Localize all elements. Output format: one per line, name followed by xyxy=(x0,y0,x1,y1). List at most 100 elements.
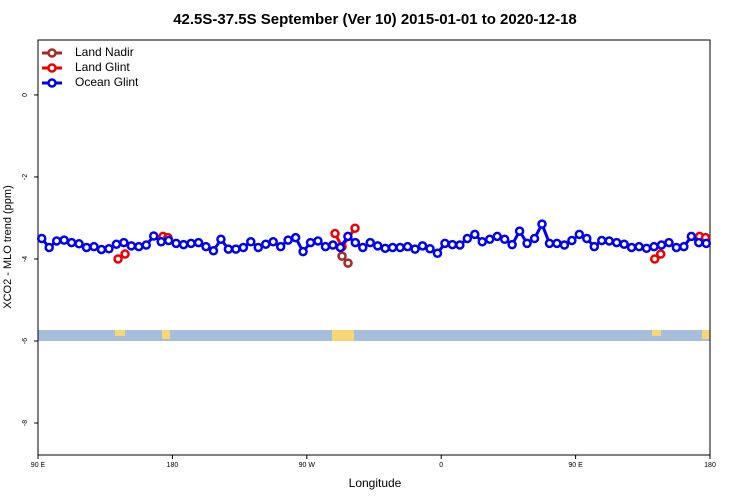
y-axis-label: XCO2 - MLO trend (ppm) xyxy=(2,185,14,308)
data-point xyxy=(104,243,114,254)
data-point xyxy=(492,231,502,242)
data-point xyxy=(567,235,577,246)
data-point xyxy=(66,237,77,248)
data-point xyxy=(330,228,340,239)
legend-marker xyxy=(47,48,57,58)
data-point xyxy=(447,239,458,250)
data-point xyxy=(343,231,353,242)
data-point xyxy=(365,237,376,248)
data-point xyxy=(611,237,622,248)
y-tick-label: -8 xyxy=(22,420,29,426)
data-point xyxy=(238,242,249,253)
data-point xyxy=(350,223,360,233)
data-point xyxy=(201,241,211,252)
data-point xyxy=(544,238,555,249)
data-point xyxy=(499,234,510,245)
data-point xyxy=(507,239,517,250)
data-point xyxy=(320,241,331,252)
data-point xyxy=(686,231,697,242)
data-point xyxy=(462,233,473,244)
land-patch xyxy=(115,330,125,336)
x-tick-label: 90 W xyxy=(299,462,316,469)
y-tick-label: -6 xyxy=(22,338,29,344)
land-mask xyxy=(38,330,710,341)
legend-label: Land Nadir xyxy=(75,45,134,59)
data-point xyxy=(372,241,383,251)
data-point xyxy=(387,242,398,253)
data-point xyxy=(74,239,84,249)
data-point xyxy=(193,237,204,248)
data-point xyxy=(664,237,674,248)
data-point xyxy=(514,226,525,236)
data-point xyxy=(119,237,129,248)
data-point xyxy=(634,241,644,252)
legend-marker xyxy=(47,63,57,73)
data-point xyxy=(89,241,99,252)
data-point xyxy=(358,242,368,253)
data-point xyxy=(231,244,241,254)
data-point xyxy=(283,235,293,245)
data-point xyxy=(596,235,607,246)
data-point xyxy=(208,246,219,256)
data-point xyxy=(171,238,181,249)
legend-label: Land Glint xyxy=(75,60,130,74)
y-tick-label: 0 xyxy=(22,93,29,97)
legend-marker xyxy=(47,78,57,88)
data-point xyxy=(529,233,540,244)
data-point xyxy=(305,237,316,248)
data-point xyxy=(655,249,666,259)
chart-title: 42.5S-37.5S September (Ver 10) 2015-01-0… xyxy=(173,11,577,28)
data-point xyxy=(410,244,420,254)
data-point xyxy=(694,237,704,248)
data-point xyxy=(350,237,361,248)
data-point xyxy=(432,248,443,258)
data-point xyxy=(402,241,413,252)
land-patch xyxy=(162,330,170,339)
data-point xyxy=(559,240,570,250)
data-point xyxy=(380,243,390,254)
x-tick-label: 0 xyxy=(439,462,443,469)
data-point xyxy=(604,236,614,246)
x-tick-label: 180 xyxy=(167,462,179,469)
data-point xyxy=(111,239,122,249)
y-tick-label: -4 xyxy=(22,256,29,262)
data-point xyxy=(440,238,450,249)
data-point xyxy=(328,240,338,250)
data-point xyxy=(134,241,144,252)
data-point xyxy=(641,243,652,254)
data-point xyxy=(36,233,47,244)
data-point xyxy=(290,232,301,243)
ocean-strip xyxy=(38,330,710,341)
data-point xyxy=(148,231,159,241)
data-point xyxy=(425,243,435,254)
data-point xyxy=(589,241,600,252)
data-point xyxy=(246,237,256,247)
data-point xyxy=(298,246,308,257)
plot-frame xyxy=(37,39,711,456)
x-tick-label: 180 xyxy=(704,462,716,469)
data-point xyxy=(253,242,264,253)
data-point xyxy=(417,241,428,251)
data-point xyxy=(484,234,495,245)
data-point xyxy=(671,242,682,253)
data-point xyxy=(574,229,585,240)
land-patch xyxy=(702,330,710,339)
data-point xyxy=(455,240,465,250)
land-patch xyxy=(652,330,661,336)
data-point xyxy=(701,238,712,249)
x-tick-label: 90 E xyxy=(31,462,46,469)
data-point xyxy=(216,234,226,245)
land-patch xyxy=(332,330,354,341)
legend-label: Ocean Glint xyxy=(75,75,139,89)
data-point xyxy=(679,241,689,252)
data-point xyxy=(81,242,92,253)
x-tick-label: 90 E xyxy=(568,462,583,469)
data-point xyxy=(395,242,405,253)
data-point xyxy=(582,233,592,244)
data-point xyxy=(337,251,347,261)
data-point xyxy=(343,258,353,268)
data-point xyxy=(619,239,629,249)
data-point xyxy=(120,249,130,259)
